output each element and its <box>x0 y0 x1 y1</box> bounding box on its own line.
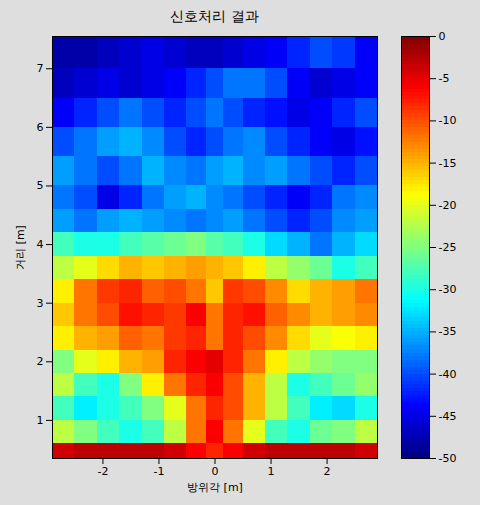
svg-text:방위각 [m]: 방위각 [m] <box>187 481 243 494</box>
svg-text:1: 1 <box>268 465 275 478</box>
svg-text:거리 [m]: 거리 [m] <box>14 225 27 270</box>
svg-text:-2: -2 <box>97 465 108 478</box>
svg-text:-5: -5 <box>439 72 450 85</box>
html-text:신호처리 결과: 신호처리 결과 <box>170 8 259 24</box>
svg-text:-10: -10 <box>439 114 457 127</box>
svg-text:-25: -25 <box>439 241 457 254</box>
svg-text:5: 5 <box>37 179 44 192</box>
svg-text:3: 3 <box>37 297 44 310</box>
svg-text:-50: -50 <box>439 452 457 465</box>
svg-text:-1: -1 <box>153 465 164 478</box>
svg-text:-35: -35 <box>439 325 457 338</box>
svg-text:6: 6 <box>37 121 44 134</box>
svg-text:7: 7 <box>37 62 44 75</box>
svg-text:4: 4 <box>37 238 44 251</box>
svg-text:-40: -40 <box>439 368 457 381</box>
svg-text:-15: -15 <box>439 157 457 170</box>
svg-text:0: 0 <box>439 30 446 43</box>
svg-text:-30: -30 <box>439 283 457 296</box>
svg-text:0: 0 <box>212 465 219 478</box>
svg-text:2: 2 <box>37 355 44 368</box>
svg-text:2: 2 <box>324 465 331 478</box>
svg-text:-45: -45 <box>439 410 457 423</box>
svg-text:1: 1 <box>37 414 44 427</box>
svg-text:-20: -20 <box>439 199 457 212</box>
